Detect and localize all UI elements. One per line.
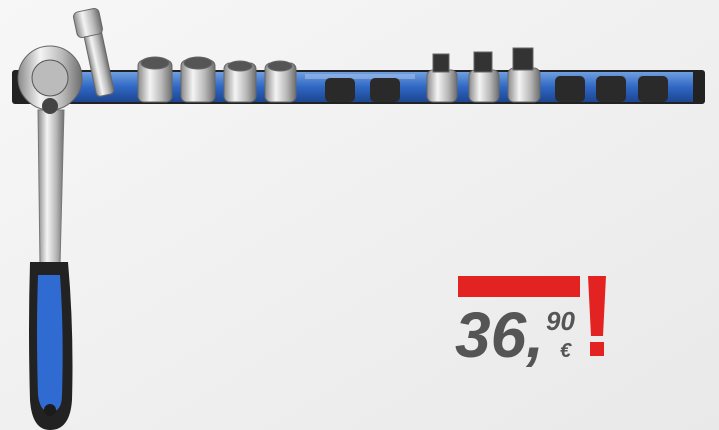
socket-opening	[228, 61, 252, 71]
product-image: 36, 90 €	[0, 0, 719, 430]
grip-hole	[44, 404, 56, 416]
ratchet-switch	[42, 98, 58, 114]
bit-socket	[469, 70, 499, 102]
socket-opening	[141, 57, 169, 69]
price-cents: 90	[546, 306, 575, 336]
rail-label	[305, 74, 415, 79]
bit	[474, 52, 492, 72]
exclamation-dot	[590, 342, 604, 356]
bit-socket	[427, 70, 457, 102]
holder	[638, 76, 668, 102]
extension-end	[73, 8, 104, 39]
holder	[370, 78, 400, 102]
page: 36, 90 € (() => { const data = JSON.pars…	[0, 0, 719, 430]
holder	[596, 76, 626, 102]
bit	[433, 54, 449, 72]
socket-opening	[268, 61, 292, 71]
bit-socket	[508, 68, 540, 102]
bit	[513, 48, 533, 70]
ratchet-grip-insert	[37, 275, 63, 412]
socket-opening	[184, 57, 212, 69]
price-currency: €	[560, 340, 572, 362]
price-bar	[458, 276, 580, 297]
price-whole: 36,	[455, 299, 544, 371]
ratchet-button	[32, 60, 68, 96]
holder	[325, 78, 355, 102]
ratchet-shaft	[38, 110, 64, 265]
holder	[555, 76, 585, 102]
exclamation-stroke	[588, 276, 606, 336]
